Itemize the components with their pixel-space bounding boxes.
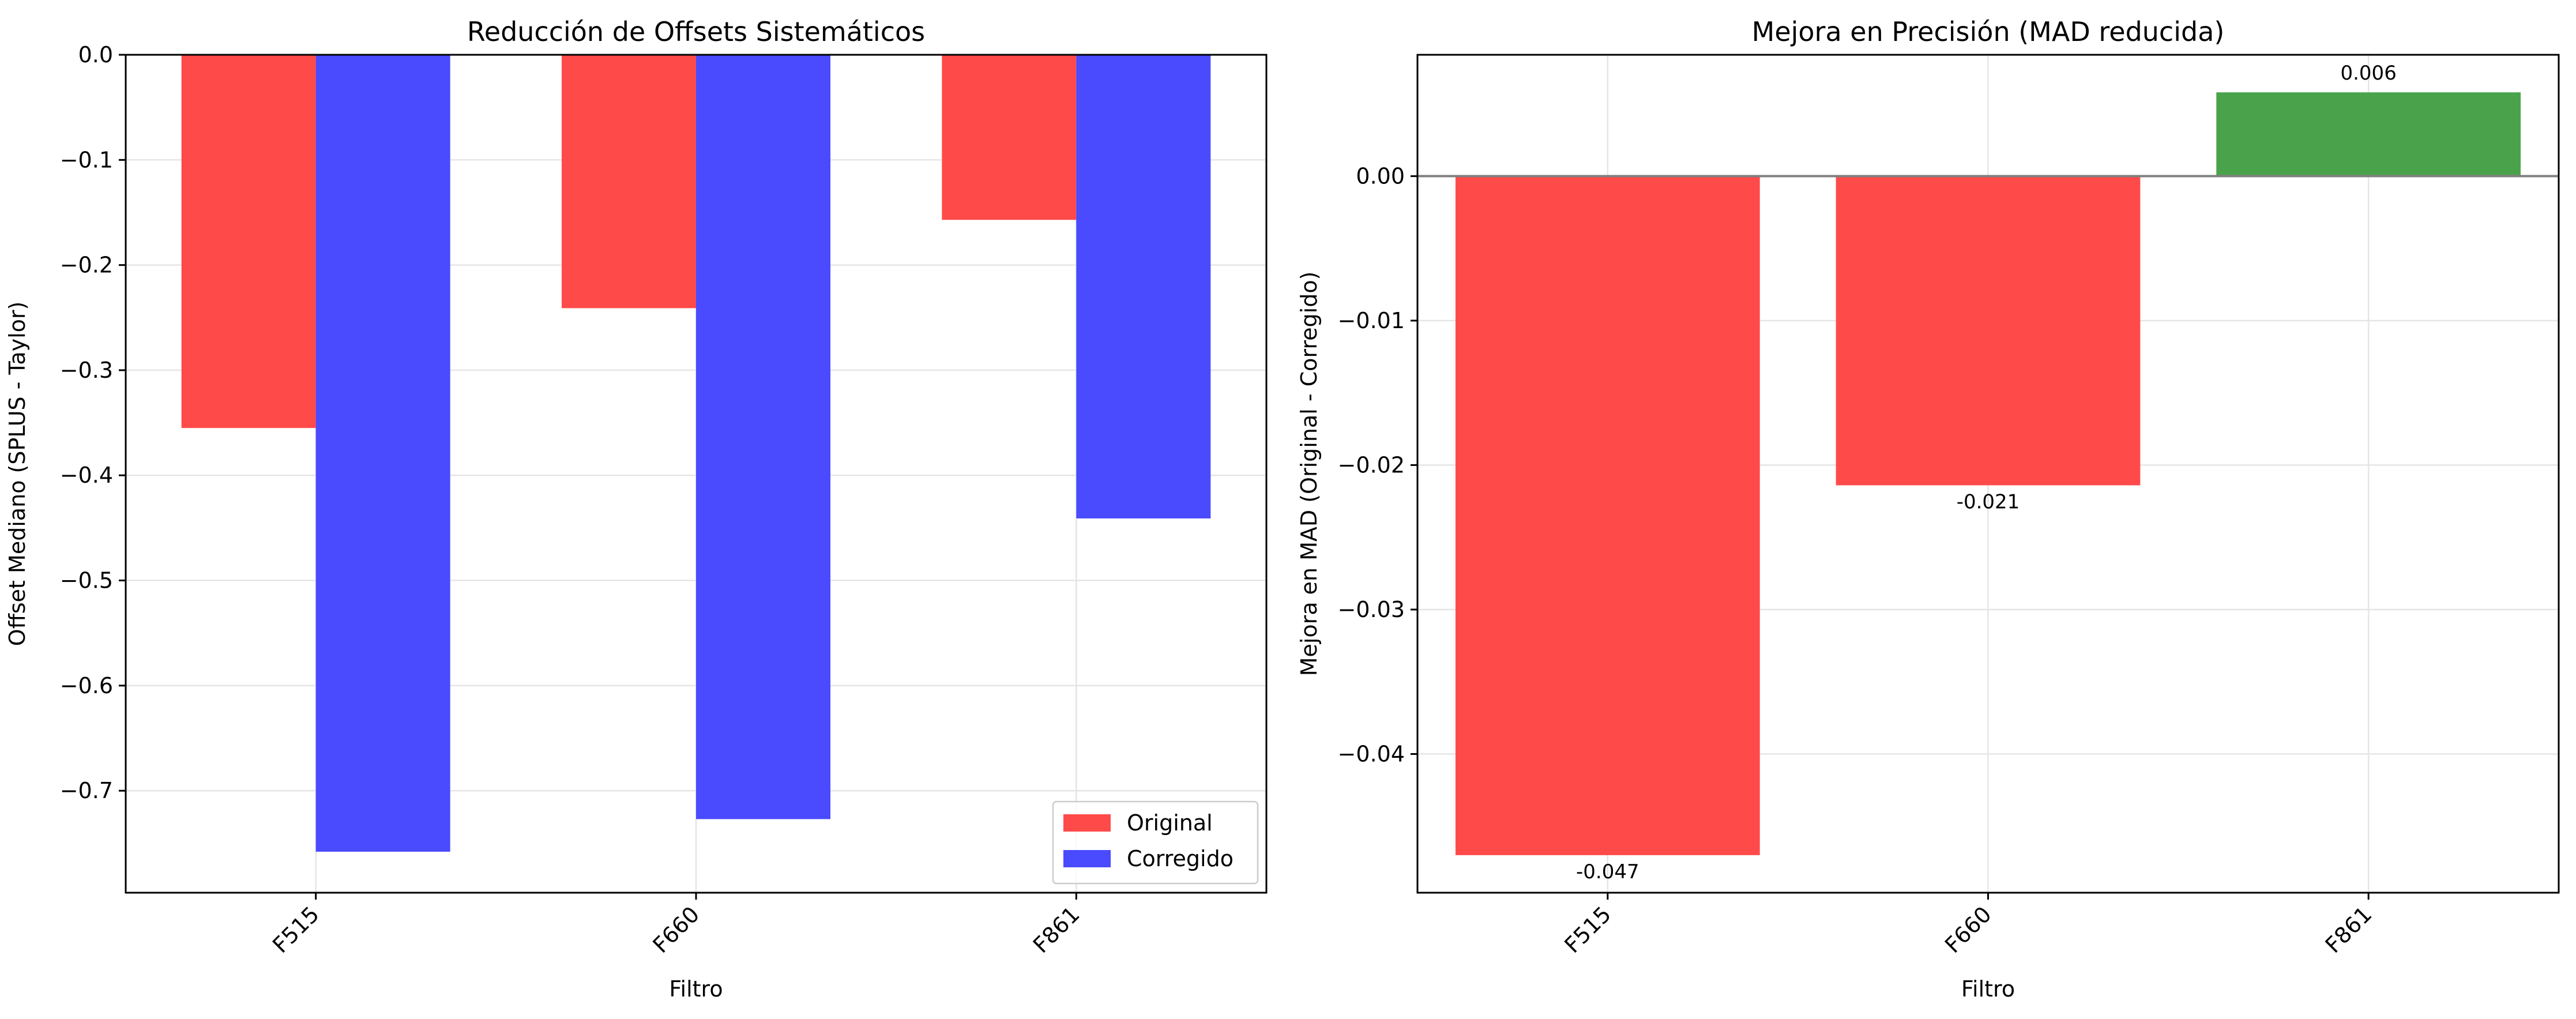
offset-x-ticks: F515 F660 F861 (268, 893, 1085, 958)
offset-chart-title: Reducción de Offsets Sistemáticos (467, 16, 925, 47)
offset-y-tick-label: −0.2 (60, 253, 113, 278)
mad-x-ticks: F515 F660 F861 (1559, 893, 2377, 958)
mad-bar-f515 (1455, 176, 1760, 855)
offset-y-tick-label: −0.4 (60, 463, 113, 488)
mad-x-axis-label: Filtro (1961, 976, 2015, 1002)
mad-y-tick-label: −0.01 (1338, 308, 1405, 333)
bar-original-f660 (562, 55, 696, 309)
offset-y-tick-label: 0.0 (78, 42, 113, 67)
offset-bars (181, 55, 1211, 852)
bar-original-f861 (942, 55, 1077, 220)
mad-y-ticks: 0.00 −0.01 −0.02 −0.03 −0.04 (1338, 163, 1417, 767)
bar-corregido-f861 (1076, 55, 1211, 518)
mad-y-tick-label: −0.03 (1338, 597, 1405, 622)
bar-original-f515 (181, 55, 316, 428)
offset-y-tick-label: −0.1 (60, 147, 113, 172)
x-tick-label-f660: F660 (648, 901, 705, 958)
offset-y-axis-label: Offset Mediano (SPLUS - Taylor) (5, 302, 30, 646)
mad-data-labels: -0.047 -0.021 0.006 (1576, 62, 2397, 883)
legend-label-original: Original (1127, 810, 1213, 836)
mad-y-tick-label: −0.04 (1338, 742, 1405, 767)
offset-y-tick-label: −0.7 (60, 778, 113, 803)
mad-data-label-f515: -0.047 (1576, 860, 1639, 883)
x-tick-label-f660: F660 (1940, 901, 1996, 958)
offset-chart: 0.0 −0.1 −0.2 −0.3 −0.4 −0.5 −0.6 −0.7 F515 F660… (5, 16, 1268, 1002)
offset-x-axis-label: Filtro (669, 976, 723, 1002)
mad-data-label-f861: 0.006 (2340, 62, 2396, 85)
x-tick-label-f515: F515 (268, 901, 324, 958)
offset-y-ticks: 0.0 −0.1 −0.2 −0.3 −0.4 −0.5 −0.6 −0.7 (60, 42, 126, 803)
mad-bars (1455, 92, 2521, 855)
mad-y-tick-label: −0.02 (1338, 452, 1405, 477)
mad-chart-title: Mejora en Precisión (MAD reducida) (1752, 16, 2225, 47)
offset-y-tick-label: −0.3 (60, 358, 113, 383)
bar-corregido-f515 (315, 55, 450, 852)
x-tick-label-f861: F861 (2321, 901, 2377, 958)
offset-y-tick-label: −0.6 (60, 673, 113, 698)
mad-data-label-f660: -0.021 (1957, 491, 2020, 514)
offset-y-tick-label: −0.5 (60, 568, 113, 593)
mad-bar-f861 (2216, 92, 2521, 176)
x-tick-label-f861: F861 (1028, 901, 1085, 958)
bar-corregido-f660 (696, 55, 830, 819)
legend-label-corregido: Corregido (1127, 846, 1234, 871)
mad-bar-f660 (1836, 176, 2141, 486)
mad-y-axis-label: Mejora en MAD (Original - Corregido) (1296, 272, 1322, 676)
offset-legend: Original Corregido (1052, 800, 1259, 885)
legend-swatch-corregido (1063, 850, 1111, 867)
x-tick-label-f515: F515 (1559, 901, 1616, 958)
mad-y-tick-label: 0.00 (1356, 163, 1405, 189)
mad-chart: -0.047 -0.021 0.006 0.00 −0.01 −0.02 −0.03 −0.… (1296, 16, 2560, 1002)
legend-swatch-original (1063, 814, 1111, 832)
